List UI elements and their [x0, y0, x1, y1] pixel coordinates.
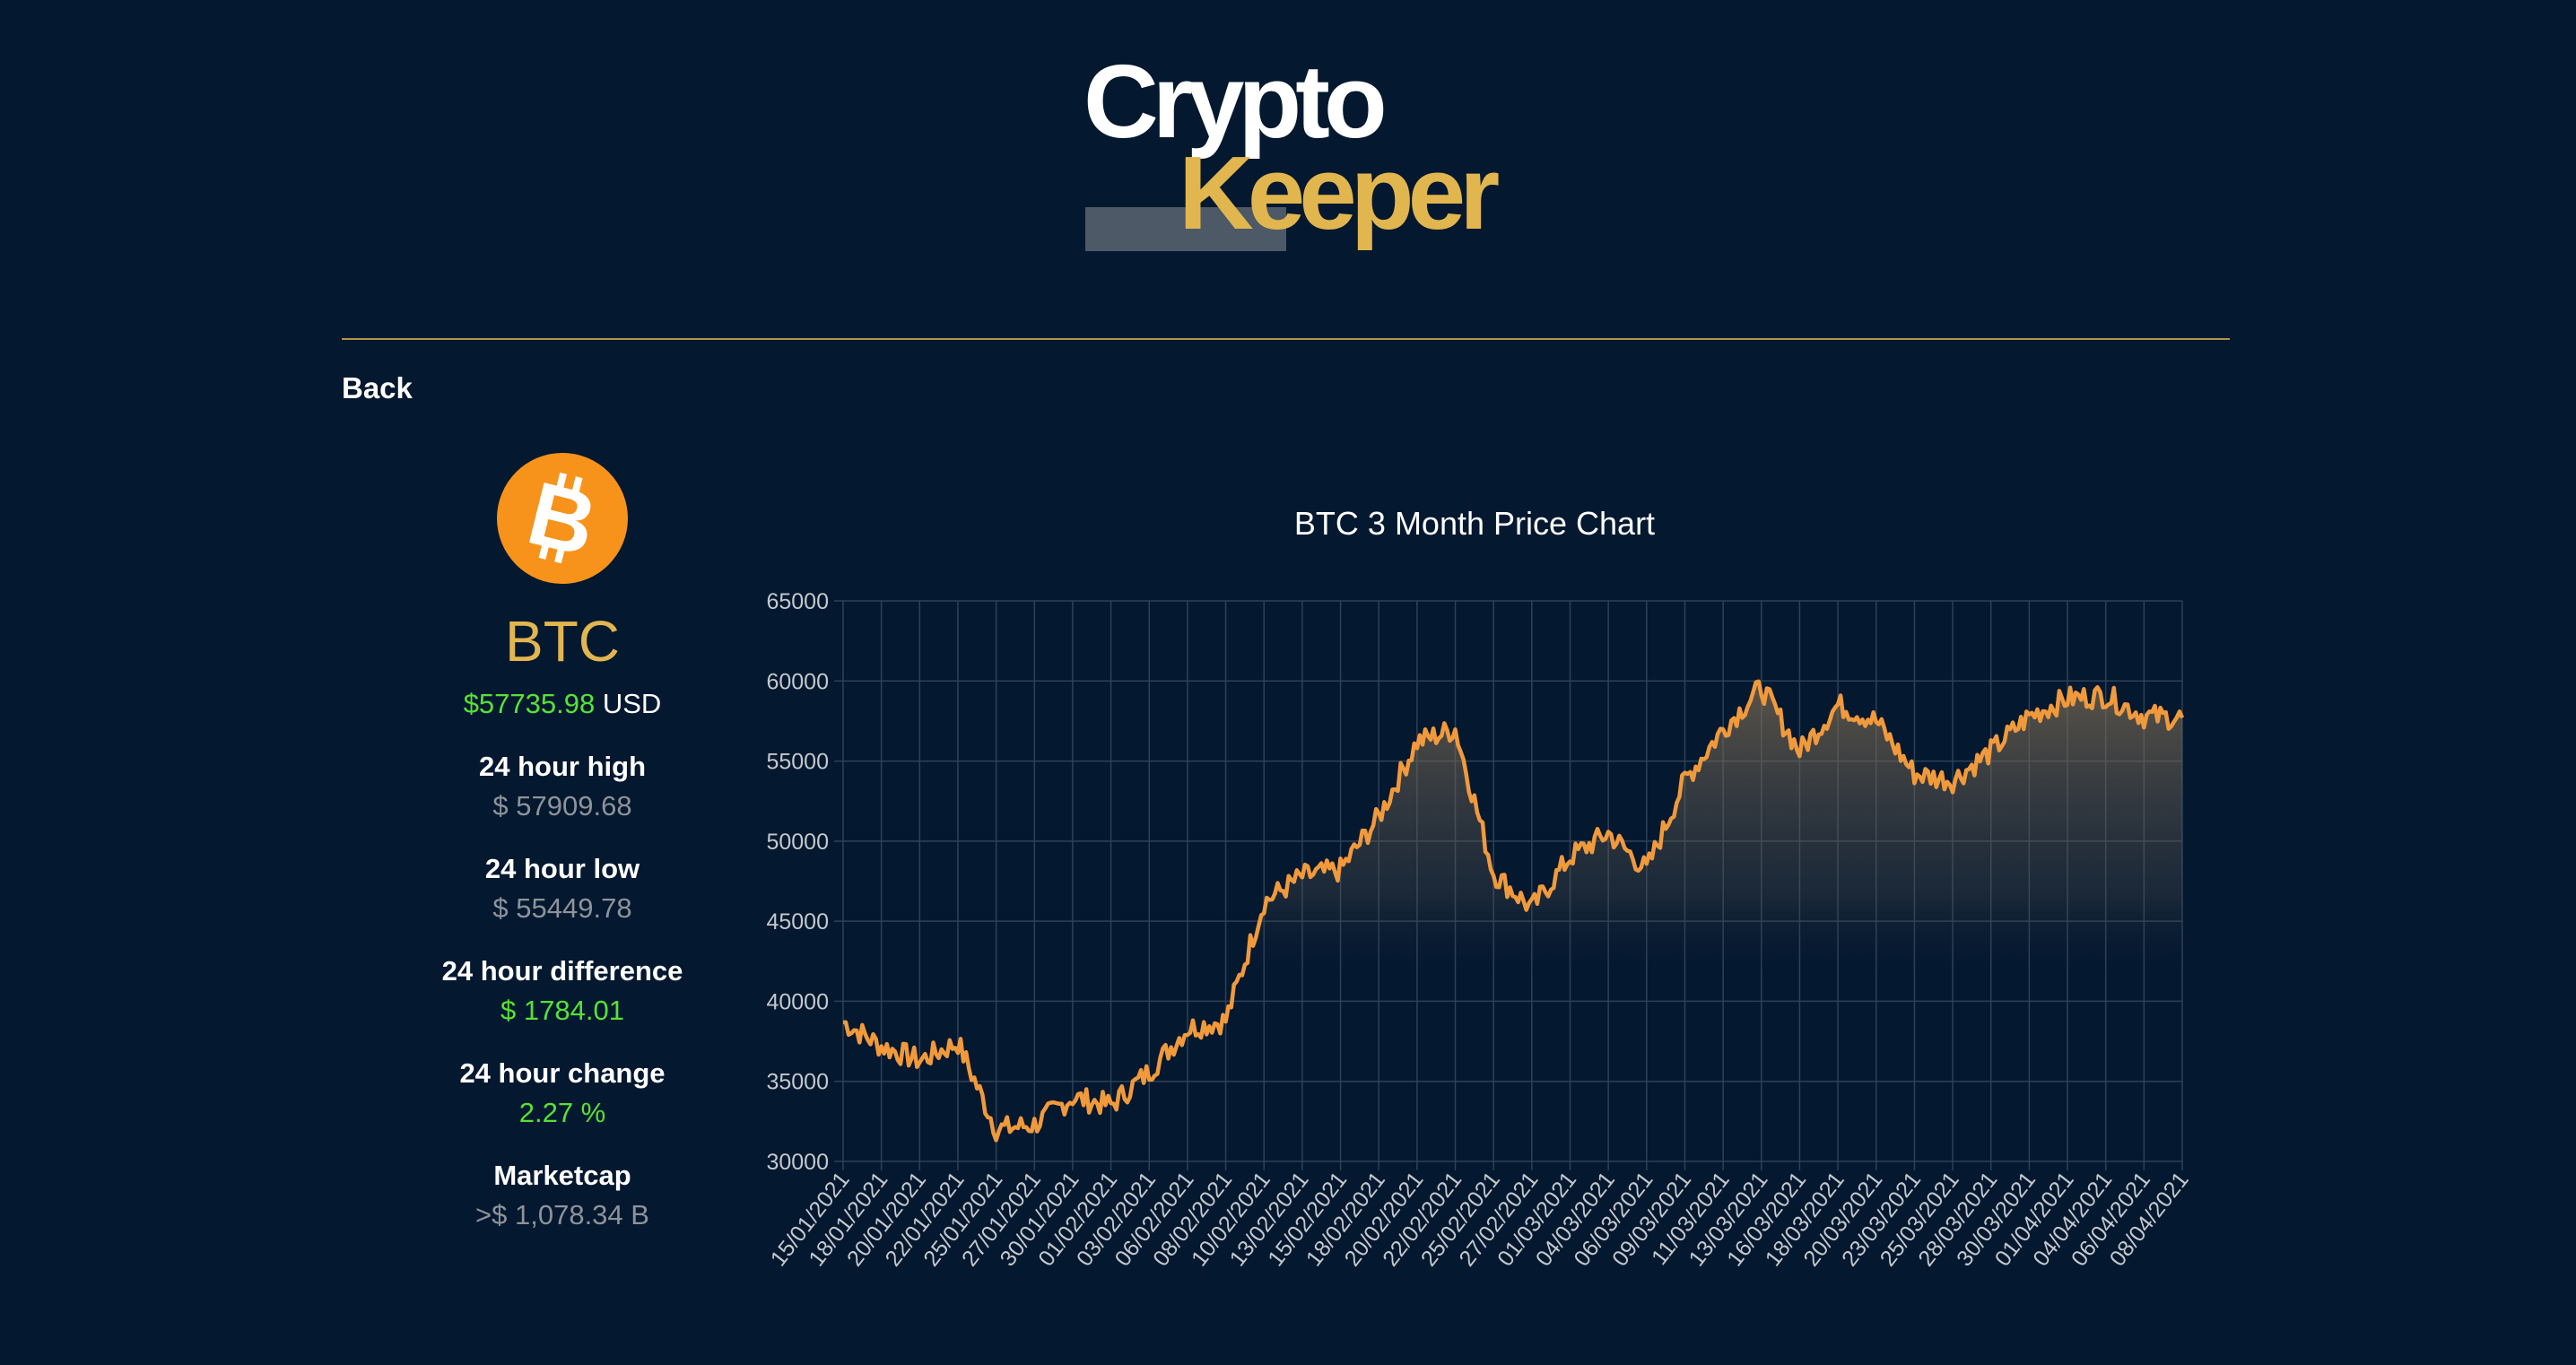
- price-line: [843, 679, 2185, 1143]
- y-axis-ticks: 30000 35000 40000 45000 50000 55000 60000 65000: [766, 589, 829, 1175]
- coin-price: $57735.98 USD: [386, 690, 739, 717]
- stat-24h-change: 24 hour change 2.27 %: [386, 1059, 739, 1126]
- stat-label: 24 hour difference: [441, 955, 683, 987]
- stat-24h-high: 24 hour high $ 57909.68: [386, 752, 739, 820]
- price-currency: USD: [602, 688, 662, 719]
- stat-label: 24 hour change: [459, 1057, 666, 1089]
- coin-info-panel: B BTC $57735.98 USD 24 hour high $ 57909…: [386, 453, 739, 1229]
- y-tick-label: 50000: [766, 830, 829, 855]
- stat-value: 2.27 %: [518, 1097, 606, 1128]
- y-tick-label: 40000: [766, 989, 829, 1014]
- price-value: $57735.98: [463, 688, 596, 719]
- logo-accent-bar: [1085, 207, 1286, 251]
- stat-value: >$ 1,078.34 B: [475, 1199, 649, 1230]
- price-chart: 30000 35000 40000 45000 50000 55000 60000 65000…: [766, 589, 2194, 1271]
- logo-word-keeper: Keeper: [1179, 135, 1500, 251]
- stat-label: 24 hour high: [479, 751, 646, 782]
- stat-24h-difference: 24 hour difference $ 1784.01: [386, 957, 739, 1024]
- stat-label: 24 hour low: [484, 853, 640, 884]
- y-tick-label: 35000: [766, 1070, 829, 1095]
- coin-symbol: BTC: [505, 609, 620, 674]
- y-tick-label: 30000: [766, 1150, 829, 1175]
- stat-24h-low: 24 hour low $ 55449.78: [386, 855, 739, 922]
- stat-value: $ 55449.78: [492, 892, 632, 924]
- y-tick-label: 45000: [766, 909, 829, 935]
- stat-value: $ 1784.01: [500, 995, 624, 1026]
- back-link[interactable]: Back: [342, 371, 413, 404]
- y-tick-label: 60000: [766, 669, 829, 694]
- chart-title: BTC 3 Month Price Chart: [1293, 505, 1656, 542]
- stat-value: $ 57909.68: [492, 790, 632, 822]
- header-divider: [342, 338, 2230, 340]
- y-tick-label: 55000: [766, 750, 829, 775]
- logo-word-crypto: Crypto: [1083, 43, 1388, 160]
- stat-marketcap: Marketcap >$ 1,078.34 B: [386, 1161, 739, 1229]
- crypto-keeper-logo[interactable]: Crypto Keeper: [1083, 49, 1514, 265]
- y-tick-label: 65000: [766, 589, 829, 614]
- price-area: [843, 681, 2182, 1161]
- x-axis-ticks: 15/01/202118/01/202120/01/202122/01/2021…: [766, 1167, 2194, 1271]
- stat-label: Marketcap: [493, 1160, 631, 1191]
- bitcoin-icon: B: [497, 453, 628, 584]
